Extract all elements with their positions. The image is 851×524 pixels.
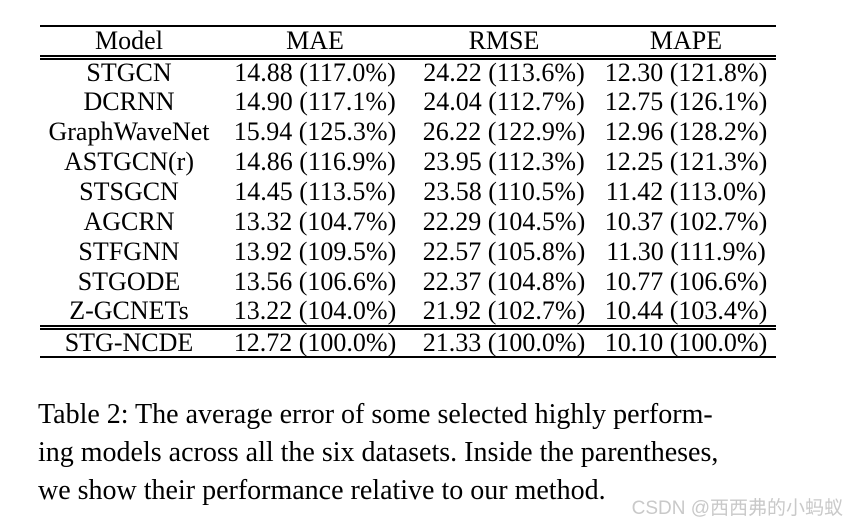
mape-cell: 12.25 (121.3%) [604, 147, 768, 176]
rmse-cell: 21.33 (100.0%) [422, 327, 586, 357]
model-name-cell: STGCN [86, 58, 172, 88]
mae-cell: 12.72 (100.0%) [233, 327, 397, 357]
table-row: STSGCN 14.45 (113.5%) 23.58 (110.5%) 11.… [40, 177, 776, 207]
table-row-stg-ncde: STG-NCDE 12.72 (100.0%) 21.33 (100.0%) 1… [40, 327, 776, 357]
rmse-cell: 22.37 (104.8%) [422, 267, 586, 296]
rmse-cell: 26.22 (122.9%) [422, 117, 586, 146]
mae-cell: 13.22 (104.0%) [233, 295, 397, 325]
table-row: STGODE 13.56 (106.6%) 22.37 (104.8%) 10.… [40, 267, 776, 297]
col-header-model: Model [95, 25, 163, 55]
model-name-cell: AGCRN [83, 207, 175, 236]
mae-cell: 14.86 (116.9%) [234, 147, 396, 176]
model-name-cell: STG-NCDE [64, 327, 194, 357]
mae-cell: 14.90 (117.1%) [234, 87, 396, 116]
model-name-cell: ASTGCN(r) [64, 147, 194, 176]
table-caption: Table 2: The average error of some selec… [38, 396, 718, 510]
mae-cell: 14.45 (113.5%) [234, 177, 396, 206]
rmse-cell: 21.92 (102.7%) [422, 295, 586, 325]
table-row: ASTGCN(r) 14.86 (116.9%) 23.95 (112.3%) … [40, 147, 776, 177]
mape-cell: 11.42 (113.0%) [605, 177, 767, 206]
mape-cell: 12.75 (126.1%) [604, 87, 768, 116]
model-name-cell: STGODE [77, 267, 181, 296]
table-row: AGCRN 13.32 (104.7%) 22.29 (104.5%) 10.3… [40, 207, 776, 237]
table-row: STFGNN 13.92 (109.5%) 22.57 (105.8%) 11.… [40, 237, 776, 267]
rmse-cell: 24.22 (113.6%) [423, 58, 585, 88]
caption-line: ing models across all the six datasets. … [38, 437, 719, 468]
model-name-cell: STSGCN [79, 177, 179, 206]
mape-cell: 10.77 (106.6%) [604, 267, 768, 296]
mae-cell: 13.56 (106.6%) [233, 267, 397, 296]
mape-cell: 10.44 (103.4%) [604, 295, 768, 325]
watermark: CSDN @西西弗的小蚂蚁 [631, 498, 843, 519]
table-row: STGCN 14.88 (117.0%) 24.22 (113.6%) 12.3… [40, 57, 776, 87]
mape-cell: 12.30 (121.8%) [604, 58, 768, 88]
mae-cell: 14.88 (117.0%) [234, 58, 396, 88]
table-row: GraphWaveNet 15.94 (125.3%) 26.22 (122.9… [40, 117, 776, 147]
col-header-rmse: RMSE [468, 25, 540, 55]
model-name-cell: Z-GCNETs [69, 295, 189, 325]
header-row: Model MAE RMSE MAPE [40, 26, 776, 57]
rmse-cell: 23.95 (112.3%) [423, 147, 585, 176]
model-name-cell: GraphWaveNet [48, 117, 210, 146]
rmse-cell: 23.58 (110.5%) [423, 177, 585, 206]
mape-cell: 11.30 (111.9%) [606, 237, 766, 266]
caption-line: we show their performance relative to ou… [38, 475, 606, 506]
table-row: Z-GCNETs 13.22 (104.0%) 21.92 (102.7%) 1… [40, 297, 776, 327]
mae-cell: 15.94 (125.3%) [233, 117, 397, 146]
rmse-cell: 22.29 (104.5%) [422, 207, 586, 236]
mae-cell: 13.32 (104.7%) [233, 207, 397, 236]
col-header-mae: MAE [286, 25, 344, 55]
table-row: DCRNN 14.90 (117.1%) 24.04 (112.7%) 12.7… [40, 87, 776, 117]
model-name-cell: STFGNN [78, 237, 180, 266]
rmse-cell: 24.04 (112.7%) [423, 87, 585, 116]
mae-cell: 13.92 (109.5%) [233, 237, 397, 266]
col-header-mape: MAPE [649, 25, 723, 55]
model-name-cell: DCRNN [83, 87, 175, 116]
mape-cell: 12.96 (128.2%) [604, 117, 768, 146]
mape-cell: 10.10 (100.0%) [604, 327, 768, 357]
mape-cell: 10.37 (102.7%) [604, 207, 768, 236]
results-table: Model MAE RMSE MAPE STGCN 14.88 (117.0%)… [40, 25, 776, 358]
rmse-cell: 22.57 (105.8%) [422, 237, 586, 266]
caption-line: Table 2: The average error of some selec… [38, 399, 713, 430]
